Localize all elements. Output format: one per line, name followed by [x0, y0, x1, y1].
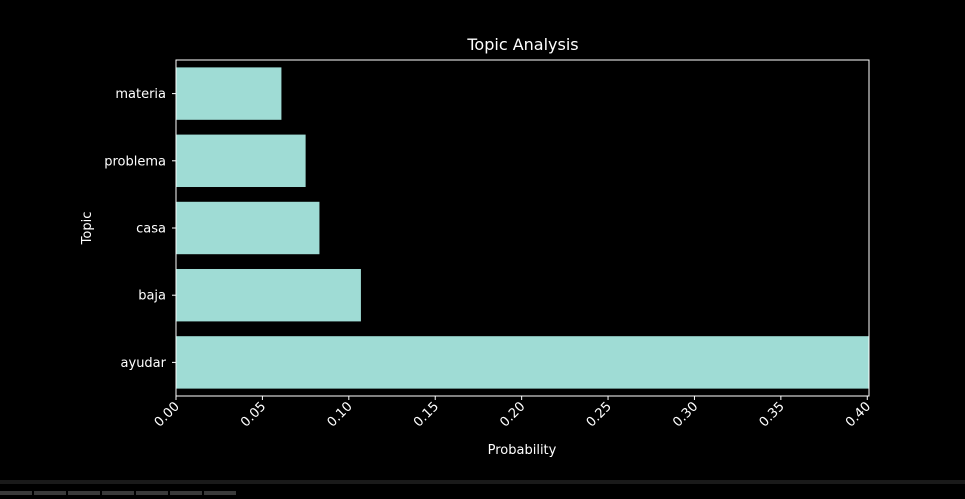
taskbar-tab: [68, 491, 100, 495]
x-ticks-group: 0.00 0.05 0.10 0.15 0.20 0.25 0.30 0.35 0.40: [152, 396, 874, 430]
taskbar-tab: [0, 491, 32, 495]
x-tick-label: 0.25: [584, 399, 615, 430]
x-tick-label: 0.10: [325, 399, 356, 430]
y-tick-label: problema: [104, 154, 166, 169]
taskbar-strip: [0, 480, 965, 495]
y-tick-label: ayudar: [121, 356, 167, 371]
y-ticks-group: materia problema casa baja ayudar: [104, 87, 176, 371]
bar-baja: [176, 268, 361, 322]
taskbar-tab: [170, 491, 202, 495]
bar-problema: [176, 134, 306, 188]
chart: Topic Analysis materia problema casa baja ay…: [80, 35, 874, 458]
taskbar-tab: [136, 491, 168, 495]
bar-casa: [176, 201, 320, 255]
y-tick-label: materia: [115, 87, 166, 102]
x-tick-label: 0.20: [497, 399, 528, 430]
x-tick-label: 0.05: [238, 399, 269, 430]
x-tick-label: 0.00: [152, 399, 183, 430]
y-axis-label: Topic: [80, 212, 95, 246]
taskbar-tab: [204, 491, 236, 495]
y-tick-label: baja: [138, 289, 166, 304]
bar-materia: [176, 67, 282, 120]
x-tick-label: 0.30: [670, 399, 701, 430]
bar-ayudar: [176, 336, 869, 389]
taskbar-tab: [102, 491, 134, 495]
taskbar-tab: [34, 491, 66, 495]
y-tick-label: casa: [136, 222, 166, 237]
bars-group: [176, 67, 869, 389]
x-axis-label: Probability: [488, 443, 557, 458]
chart-title: Topic Analysis: [466, 35, 578, 54]
x-tick-label: 0.35: [757, 399, 788, 430]
x-tick-label: 0.15: [411, 399, 442, 430]
x-tick-label: 0.40: [843, 399, 874, 430]
